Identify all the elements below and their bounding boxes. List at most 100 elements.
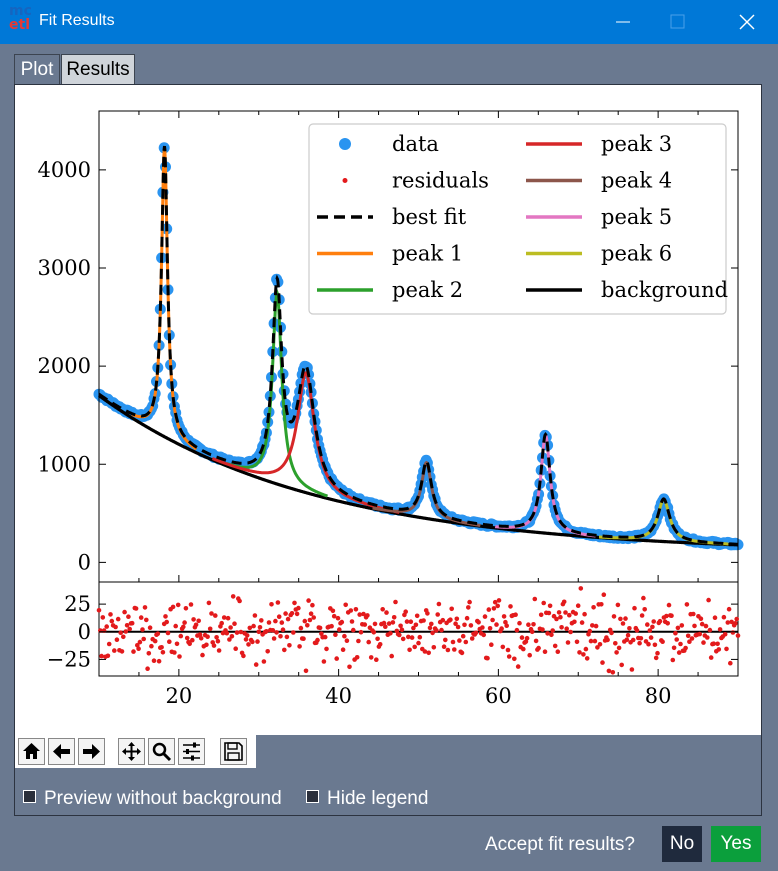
residual-point [521,646,526,652]
residual-point [536,645,541,651]
residual-point [698,616,704,621]
residual-point [519,635,525,640]
tab-results[interactable]: Results [61,54,135,84]
y-tick-label: 0 [78,620,91,644]
residual-point [496,598,502,603]
forward-icon [83,744,100,759]
residual-point [515,664,521,669]
residual-point [486,607,492,612]
residual-point [311,615,317,620]
tab-plot[interactable]: Plot [14,54,60,84]
app-logo-icon: mc etl [9,3,32,33]
residual-point [618,616,623,622]
residual-point [230,594,236,599]
residual-point [308,611,314,616]
residual-point [476,620,481,625]
residual-point [533,638,539,644]
residual-point [408,619,414,624]
residual-point [335,615,341,621]
residual-point [735,633,741,638]
residual-point [577,650,582,655]
residual-point [492,599,498,605]
residual-point [149,643,154,649]
residual-point [445,647,451,653]
residual-point [104,624,109,629]
residual-point [527,652,532,658]
residual-point [368,655,374,660]
residual-point [724,646,729,652]
close-button[interactable] [724,0,770,44]
residual-point [588,638,594,644]
residual-point [215,638,221,644]
residual-point [252,613,258,618]
legend-label: peak 6 [601,242,672,266]
pan-button[interactable] [118,738,145,765]
residual-point [216,648,222,653]
residual-point [297,644,302,649]
residual-point [273,618,278,624]
residual-point [531,622,536,627]
residual-point [227,637,232,642]
residual-point [329,623,334,629]
residual-point [540,627,545,632]
back-button[interactable] [48,738,75,765]
residual-point [481,632,487,638]
checkbox-box[interactable] [23,790,36,804]
residual-point [501,614,507,619]
residual-point [351,627,356,633]
residual-point [590,623,595,628]
residual-point [175,602,181,608]
residual-point [495,603,501,609]
maximize-icon [670,14,685,29]
main-plot: 0 1000 2000 3000 4000 [38,110,744,583]
residual-point [164,619,169,625]
residual-point [238,629,244,635]
minimize-button[interactable] [600,0,646,44]
residual-point [234,630,240,635]
forward-button[interactable] [78,738,105,765]
residual-point [163,614,168,619]
residual-point [251,623,256,629]
maximize-button[interactable] [654,0,700,44]
residual-point [170,604,176,610]
residual-point [616,645,622,651]
residual-point [119,649,125,654]
configure-icon [183,742,200,761]
checkbox-box[interactable] [306,790,319,804]
zoom-icon [152,742,172,762]
residual-point [538,612,544,618]
residual-point [426,650,432,656]
residual-point [354,655,360,660]
residual-point [152,638,158,644]
hide-legend-label: Hide legend [327,788,429,809]
residual-point [645,622,650,627]
save-button[interactable] [220,738,247,765]
residual-point [115,616,121,622]
residual-point [554,616,559,622]
residual-point [388,631,393,636]
residual-point [205,634,210,639]
residual-point [331,613,337,619]
residual-point [178,633,184,639]
residual-point [625,632,631,638]
hide-legend-checkbox[interactable]: Hide legend [306,788,429,809]
yes-button[interactable]: Yes [711,826,761,862]
configure-button[interactable] [178,738,205,765]
residual-point [151,658,157,663]
residual-point [121,634,126,640]
residual-point [108,612,113,617]
y-tick-label: 4000 [38,158,91,182]
residual-point [206,600,212,606]
residual-point [146,651,152,656]
residual-point [651,619,656,624]
zoom-button[interactable] [148,738,175,765]
residual-point [587,628,593,634]
preview-without-background-checkbox[interactable]: Preview without background [23,788,282,809]
home-button[interactable] [18,738,45,765]
residual-point [505,647,511,653]
residual-point [734,616,739,622]
residual-point [597,642,603,647]
no-button[interactable]: No [662,826,702,862]
residual-point [565,640,571,645]
residual-point [197,632,203,637]
